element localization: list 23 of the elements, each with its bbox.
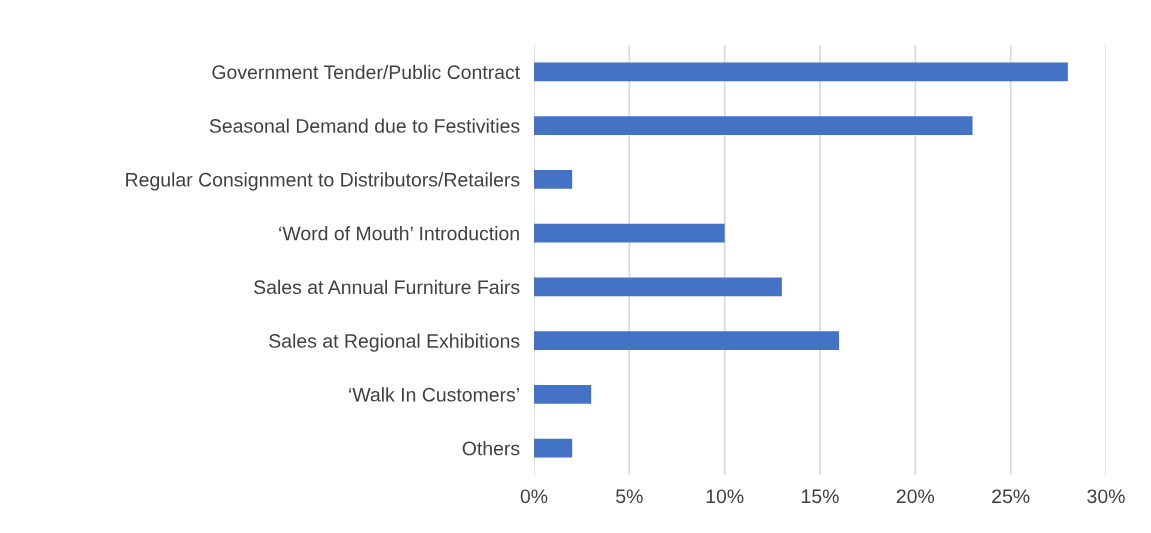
y-tick-label: ‘Walk In Customers’ bbox=[349, 387, 519, 402]
y-tick-label: Sales at Annual Furniture Fairs bbox=[254, 279, 520, 295]
y-tick-label: Sales at Regional Exhibitions bbox=[269, 333, 520, 352]
x-tick-label: 30% bbox=[1087, 489, 1125, 504]
x-tick-label: 15% bbox=[802, 489, 839, 504]
bar bbox=[534, 384, 592, 404]
bar bbox=[534, 116, 973, 136]
bar bbox=[534, 331, 840, 351]
y-tick-label: Government Tender/Public Contract bbox=[212, 64, 520, 80]
x-tick-label: 5% bbox=[616, 489, 643, 504]
y-tick-label: Regular Consignment to Distributors/Retailers bbox=[126, 172, 520, 191]
y-tick-label: Others bbox=[462, 441, 520, 456]
x-tick-label: 10% bbox=[706, 489, 744, 504]
y-tick-label: ‘Word of Mouth’ Introduction bbox=[279, 226, 519, 241]
x-tick-label: 20% bbox=[896, 489, 935, 504]
y-tick-label: Seasonal Demand due to Festivities bbox=[209, 118, 520, 133]
bar bbox=[534, 169, 573, 189]
bar bbox=[534, 62, 1068, 82]
x-tick-label: 25% bbox=[992, 489, 1030, 504]
x-tick-label: 0% bbox=[520, 489, 548, 504]
bar bbox=[534, 223, 725, 243]
bar bbox=[534, 438, 573, 458]
bar bbox=[534, 277, 782, 297]
